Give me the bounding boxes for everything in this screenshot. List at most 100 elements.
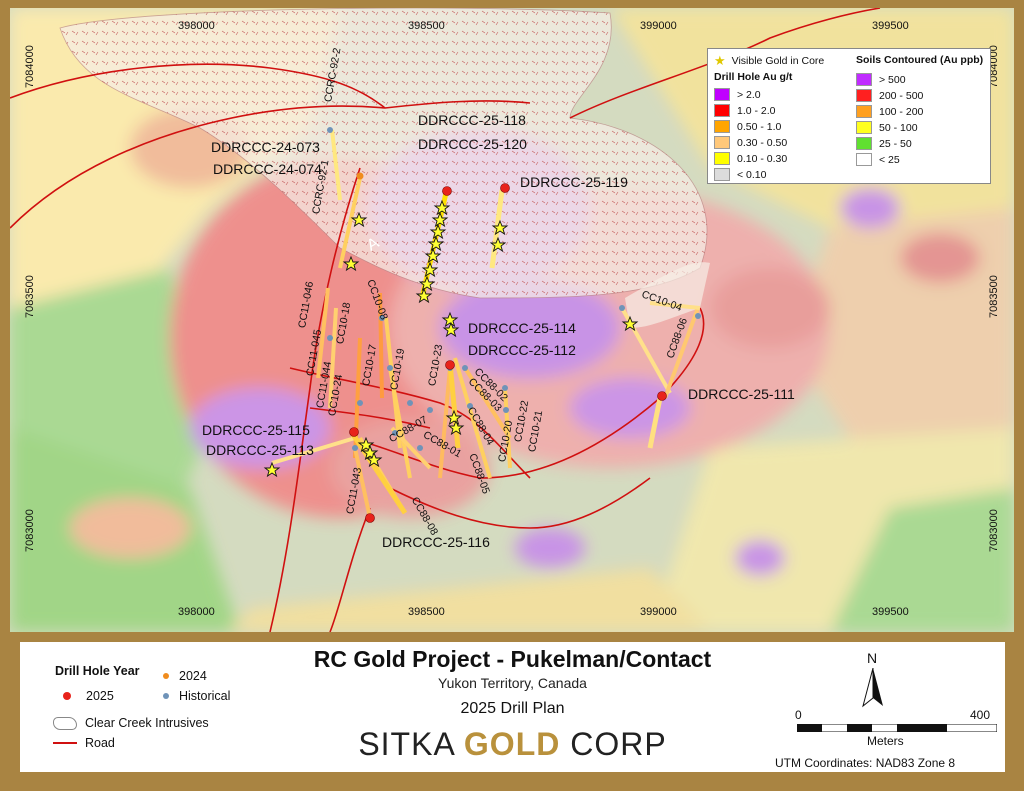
legend-label: 0.10 - 0.30	[737, 152, 788, 165]
legend-class: 200 - 500	[856, 89, 923, 102]
color-swatch-icon	[714, 120, 730, 133]
legend-visible-gold: ★ Visible Gold in Core	[714, 52, 825, 68]
dot-2025-icon	[63, 692, 71, 700]
scale-and-north: N 0 400 Meters UTM Coordinates: NAD83 Zo…	[775, 650, 997, 772]
legend-class: < 25	[856, 153, 900, 166]
hole-label[interactable]: DDRCCC-25-111	[688, 386, 795, 402]
hole-label[interactable]: DDRCCC-25-119	[520, 174, 628, 190]
hole-label[interactable]: DDRCCC-25-118	[418, 112, 526, 128]
color-swatch-icon	[856, 105, 872, 118]
symbol-legend: Drill Hole Year 2024 2025 Historical Cle…	[53, 664, 230, 750]
legend-class: > 500	[856, 73, 906, 86]
star-icon: ★	[714, 52, 726, 68]
legend-label: > 500	[879, 73, 906, 86]
color-swatch-icon	[714, 152, 730, 165]
grid-y-label: 7084000	[24, 45, 36, 88]
color-swatch-icon	[714, 88, 730, 101]
legend-label: 50 - 100	[879, 121, 918, 134]
legend-class: < 0.10	[714, 168, 767, 181]
color-swatch-icon	[856, 137, 872, 150]
legend-class: 0.10 - 0.30	[714, 152, 787, 165]
road-line-icon	[53, 742, 77, 744]
north-label: N	[867, 650, 878, 666]
legend-label: > 2.0	[737, 88, 761, 101]
scale-max: 400	[970, 708, 991, 722]
color-swatch-icon	[714, 136, 730, 149]
utm-note: UTM Coordinates: NAD83 Zone 8	[775, 756, 956, 770]
year-legend-title: Drill Hole Year	[55, 664, 140, 678]
north-arrow-icon	[862, 668, 883, 708]
legend-label: 1.0 - 2.0	[737, 104, 776, 117]
legend-label: 0.50 - 1.0	[737, 120, 782, 133]
legend-class: 0.30 - 0.50	[714, 136, 787, 149]
grid-x-label: 399000	[640, 20, 677, 32]
logo-text: CORP	[560, 726, 667, 762]
hole-label[interactable]: DDRCCC-25-114	[468, 320, 576, 336]
legend-class: 1.0 - 2.0	[714, 104, 776, 117]
legend-label: Historical	[179, 689, 231, 703]
legend-class: > 2.0	[714, 88, 761, 101]
legend-label: Clear Creek Intrusives	[85, 716, 209, 730]
map-subtitle: Yukon Territory, Canada	[438, 675, 587, 691]
plan-title: 2025 Drill Plan	[460, 700, 565, 717]
legend-label: 2025	[86, 689, 114, 703]
legend-2024: 2024	[163, 669, 207, 683]
hole-label[interactable]: DDRCCC-25-120	[418, 136, 527, 152]
dot-2024-icon	[163, 673, 169, 679]
title-block: RC Gold Project - Pukelman/Contact Yukon…	[20, 642, 1005, 772]
legend-soil-title: Soils Contoured (Au ppb)	[856, 54, 984, 66]
grid-x-label: 398500	[408, 606, 445, 618]
legend-label: 25 - 50	[879, 137, 912, 150]
hole-label[interactable]: DDRCCC-24-074	[213, 161, 322, 177]
grid-x-label: 399000	[640, 606, 677, 618]
scale-zero: 0	[795, 708, 802, 722]
map-canvas[interactable]: 398000 398500 399000 399500 398000 39850…	[10, 8, 1014, 632]
hole-label[interactable]: DDRCCC-25-115	[202, 422, 310, 438]
legend-label: 100 - 200	[879, 105, 924, 118]
outline-shape-icon	[53, 716, 77, 730]
logo-text-gold: GOLD	[463, 726, 561, 762]
legend-2025: 2025	[63, 689, 114, 703]
grid-y-label: 7083500	[988, 275, 1000, 318]
color-swatch-icon	[714, 168, 730, 181]
legend-label: 2024	[179, 669, 207, 683]
legend-label: < 25	[879, 153, 900, 166]
company-logo: SITKA GOLD CORP	[20, 726, 1005, 763]
logo-text: SITKA	[358, 726, 464, 762]
legend-drill-title: Drill Hole Au g/t	[714, 71, 793, 83]
legend-historical: Historical	[163, 689, 230, 703]
scale-bar	[797, 724, 997, 732]
color-swatch-icon	[856, 89, 872, 102]
legend-label: 0.30 - 0.50	[737, 136, 788, 149]
grid-y-label: 7083000	[24, 509, 36, 552]
grid-y-label: 7083000	[988, 509, 1000, 552]
hole-label[interactable]: DDRCCC-25-113	[206, 442, 314, 458]
legend-class: 25 - 50	[856, 137, 912, 150]
grid-x-label: 398000	[178, 606, 215, 618]
legend-intrusives: Clear Creek Intrusives	[53, 716, 209, 730]
legend-class: 100 - 200	[856, 105, 923, 118]
color-swatch-icon	[856, 73, 872, 86]
map-legend: ★ Visible Gold in Core Drill Hole Au g/t…	[707, 48, 991, 184]
map-title: RC Gold Project - Pukelman/Contact	[313, 646, 712, 672]
legend-class: 0.50 - 1.0	[714, 120, 781, 133]
hole-label[interactable]: DDRCCC-25-116	[382, 534, 490, 550]
grid-x-label: 399500	[872, 20, 909, 32]
dot-historical-icon	[163, 693, 169, 699]
scale-units: Meters	[867, 734, 904, 748]
color-swatch-icon	[714, 104, 730, 117]
color-swatch-icon	[856, 153, 872, 166]
color-swatch-icon	[856, 121, 872, 134]
legend-label: < 0.10	[737, 168, 767, 181]
grid-x-label: 399500	[872, 606, 909, 618]
legend-label: 200 - 500	[879, 89, 924, 102]
legend-road: Road	[53, 736, 115, 750]
grid-x-label: 398000	[178, 20, 215, 32]
legend-label: Visible Gold in Core	[731, 54, 825, 67]
grid-x-label: 398500	[408, 20, 445, 32]
hole-label[interactable]: DDRCCC-25-112	[468, 342, 576, 358]
legend-label: Road	[85, 736, 115, 750]
legend-class: 50 - 100	[856, 121, 918, 134]
hole-label[interactable]: DDRCCC-24-073	[211, 139, 320, 155]
